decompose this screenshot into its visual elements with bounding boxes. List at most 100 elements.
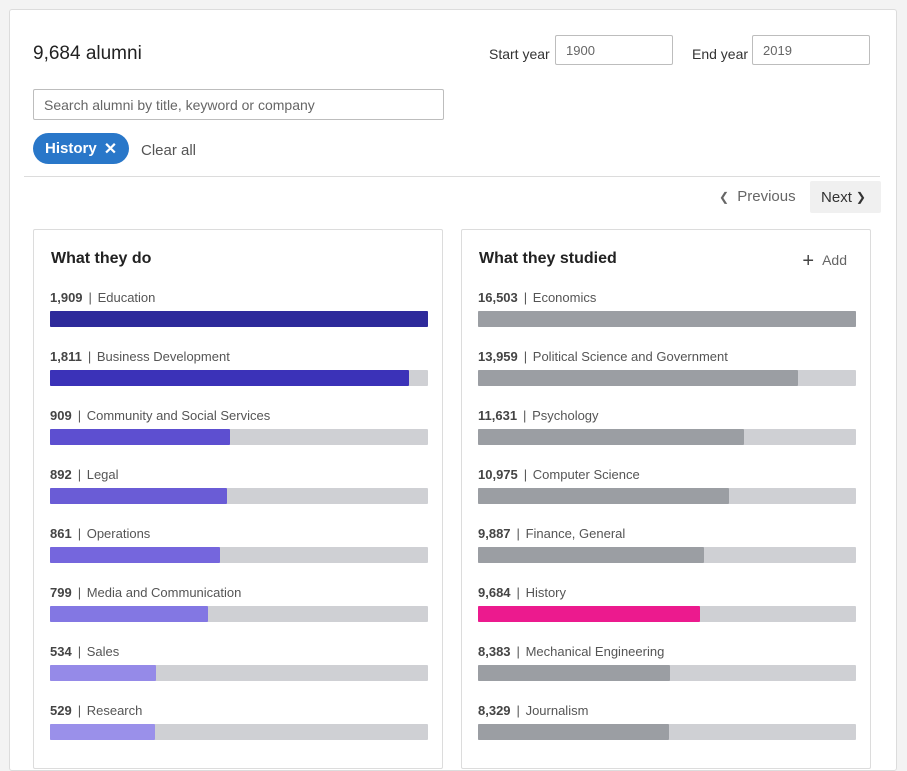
bar-fill [478,547,705,563]
row-name: Community and Social Services [86,408,271,423]
list-item[interactable]: 11,631 | Psychology [478,408,856,448]
row-label: 892 | Legal [50,467,428,482]
bar-fill [50,429,230,445]
bar-track [478,429,856,445]
row-count: 16,503 [478,290,518,305]
row-label: 9,684 | History [478,585,856,600]
row-name: Education [97,290,156,305]
bar-track [50,665,428,681]
row-name: Research [86,703,143,718]
row-separator: | [523,290,528,305]
list-item[interactable]: 892 | Legal [50,467,428,507]
row-label: 13,959 | Political Science and Government [478,349,856,364]
row-count: 11,631 [478,408,518,423]
bar-track [478,547,856,563]
row-count: 1,909 [50,290,83,305]
filter-pill-history[interactable]: History ✕ [33,133,130,164]
list-item[interactable]: 799 | Media and Communication [50,585,428,625]
row-separator: | [77,703,82,718]
row-label: 799 | Media and Communication [50,585,428,600]
bar-fill [50,665,156,681]
panel-title: What they studied [479,250,617,267]
bar-track [50,488,428,504]
end-year-input[interactable] [752,35,870,65]
previous-button[interactable]: ❮ Previous [715,188,796,205]
list-item[interactable]: 1,909 | Education [50,290,428,330]
row-name: Political Science and Government [532,349,728,364]
list-item[interactable]: 9,887 | Finance, General [478,526,856,566]
row-name: Psychology [532,408,599,423]
row-name: History [525,585,567,600]
list-item[interactable]: 8,383 | Mechanical Engineering [478,644,856,684]
row-label: 8,329 | Journalism [478,703,856,718]
clear-all-button[interactable]: Clear all [141,142,197,159]
bar-fill [478,311,856,327]
list-item[interactable]: 861 | Operations [50,526,428,566]
bar-track [478,311,856,327]
row-name: Business Development [96,349,230,364]
add-label: Add [822,252,847,268]
row-label: 9,887 | Finance, General [478,526,856,541]
filter-pill-label: History [45,140,97,157]
list-item[interactable]: 9,684 | History [478,585,856,625]
row-label: 861 | Operations [50,526,428,541]
list-item[interactable]: 529 | Research [50,703,428,743]
row-label: 8,383 | Mechanical Engineering [478,644,856,659]
list-item[interactable]: 534 | Sales [50,644,428,684]
row-separator: | [516,644,520,659]
row-separator: | [516,703,520,718]
row-name: Operations [86,526,151,541]
bar-track [478,665,856,681]
row-count: 1,811 [50,349,82,364]
row-separator: | [77,644,82,659]
bar-fill [478,665,670,681]
alumni-count: 9,684 alumni [33,43,142,64]
bar-track [50,606,428,622]
row-count: 10,975 [478,467,518,482]
row-count: 13,959 [478,349,518,364]
list-item[interactable]: 1,811 | Business Development [50,349,428,389]
next-button[interactable]: Next ❯ [810,181,881,213]
row-label: 909 | Community and Social Services [50,408,428,423]
search-input[interactable] [33,89,444,120]
next-label: Next [821,188,852,206]
row-label: 1,909 | Education [50,290,428,305]
row-name: Legal [86,467,119,482]
bar-fill [50,606,209,622]
add-button[interactable]: + Add [802,250,847,273]
row-separator: | [77,467,82,482]
row-count: 8,329 [478,703,511,718]
bar-fill [478,606,700,622]
bar-fill [478,488,730,504]
row-name: Media and Communication [86,585,242,600]
row-count: 529 [50,703,72,718]
bar-fill [478,724,669,740]
bar-fill [50,370,409,386]
list-item[interactable]: 16,503 | Economics [478,290,856,330]
chevron-right-icon: ❯ [855,190,866,204]
row-name: Journalism [525,703,589,718]
start-year-input[interactable] [555,35,673,65]
list-item[interactable]: 909 | Community and Social Services [50,408,428,448]
row-separator: | [516,585,520,600]
row-label: 10,975 | Computer Science [478,467,856,482]
what-they-studied-panel: What they studied + Add 16,503 | Economics… [461,229,871,769]
row-name: Finance, General [525,526,626,541]
row-count: 861 [50,526,72,541]
bar-fill [50,488,227,504]
row-separator: | [523,408,527,423]
row-label: 1,811 | Business Development [50,349,428,364]
list-item[interactable]: 13,959 | Political Science and Government [478,349,856,389]
what-they-do-panel: What they do 1,909 | Education 1,811 | Busi… [33,229,443,769]
list-item[interactable]: 10,975 | Computer Science [478,467,856,507]
alumni-card: 9,684 alumni Start year End year History… [9,9,897,771]
list-item[interactable]: 8,329 | Journalism [478,703,856,743]
start-year-label: Start year [489,46,550,62]
row-count: 909 [50,408,72,423]
row-separator: | [77,526,82,541]
close-icon[interactable]: ✕ [103,140,118,158]
row-count: 892 [50,467,72,482]
row-separator: | [87,349,92,364]
row-separator: | [77,408,82,423]
row-name: Computer Science [532,467,640,482]
